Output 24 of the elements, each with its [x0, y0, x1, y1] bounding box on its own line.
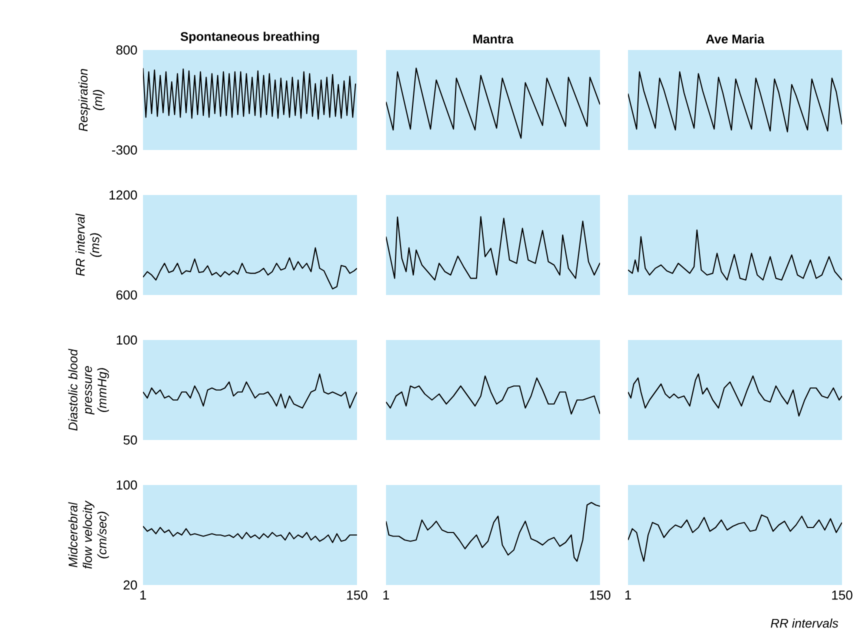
- x-tick-label: 150: [347, 590, 368, 600]
- y-axis-title: RR interval (ms): [76, 213, 102, 276]
- y-tick-label: 600: [116, 290, 137, 300]
- x-tick-label: 1: [140, 590, 146, 600]
- y-axis-title: Respiration (ml): [78, 68, 105, 132]
- y-tick-label: 100: [116, 480, 137, 490]
- x-tick-label: 150: [590, 590, 610, 600]
- y-tick-label: 20: [124, 580, 137, 590]
- y-tick-label: 100: [116, 335, 137, 345]
- y-axis-title: Midcerebral flow velocity (cm/sec): [68, 500, 109, 569]
- x-tick-label: 150: [832, 590, 852, 600]
- chart-title: Mantra: [473, 34, 514, 44]
- line-series: [143, 247, 358, 290]
- y-tick-label: -300: [112, 145, 137, 155]
- y-tick-label: 800: [116, 45, 137, 55]
- y-tick-label: 1200: [110, 190, 137, 200]
- y-axis-title: Diastolic blood pressure (mmHg): [68, 348, 109, 431]
- x-tick-label: 1: [383, 590, 389, 600]
- x-tick-label: 1: [625, 590, 631, 600]
- y-tick-label: 50: [124, 435, 137, 445]
- x-axis-title: RR intervals: [770, 618, 838, 628]
- chart-title: Ave Maria: [706, 34, 764, 44]
- chart-title: Spontaneous breathing: [180, 32, 319, 44]
- line-series: [143, 68, 356, 120]
